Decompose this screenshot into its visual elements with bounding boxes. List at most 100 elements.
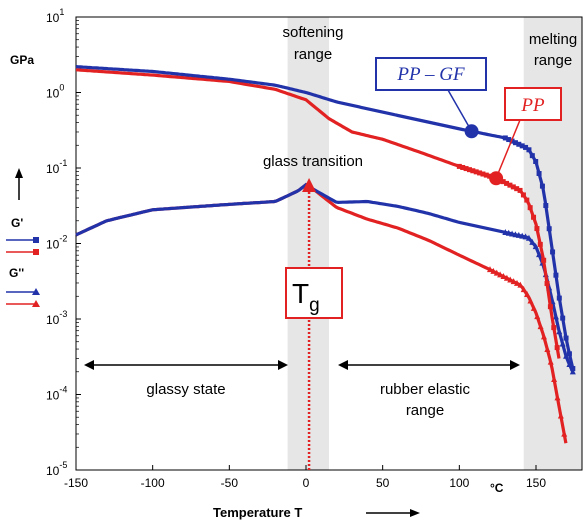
data-point [519,143,525,149]
x-tick-label: 0 [303,476,310,490]
y-tick-label: 10-4 [46,385,67,403]
legend-loss-gf-triangle [32,288,40,295]
x-tick-label: -100 [141,476,165,490]
series-loss-pp-gf [75,182,576,375]
series-line [75,65,575,369]
data-point [525,234,532,241]
data-point [547,358,554,365]
data-point [537,323,544,330]
data-point [559,340,566,347]
y-tick-label: 100 [46,83,64,101]
data-point [561,430,568,437]
data-point [502,135,508,141]
data-point [556,295,562,301]
data-point [563,352,570,359]
tg-arrowhead [302,178,317,192]
data-point [524,291,531,298]
pp-gf-leader-line [447,89,473,132]
data-point [483,172,489,178]
data-point [543,203,549,209]
legend-storage-pp-square [33,249,39,255]
y-unit-label: GPa [10,53,34,67]
data-point [524,197,530,203]
data-point [547,304,553,310]
data-point [480,171,486,177]
data-point [503,274,510,281]
x-axis-ticks: -150 -100 -50 0 50 100 150 [64,465,546,490]
data-point [520,286,527,293]
data-point [520,192,526,198]
legend-loss-label: G'' [9,266,24,280]
data-point [544,280,550,286]
y-axis-ticks: 101 100 10-1 10-2 10-3 10-4 10-5 [46,7,81,478]
data-point [557,412,564,419]
data-point [570,366,576,372]
data-point [554,394,561,401]
pp-gf-label: PP – GF [396,64,465,85]
data-point [529,153,535,159]
data-point [522,233,529,240]
x-tick-label: 100 [449,476,469,490]
data-point [477,170,483,176]
rubber-label-line2: range [406,402,444,419]
data-point [500,273,507,280]
data-point [539,183,545,189]
data-point [537,241,543,247]
data-point [560,315,566,321]
data-point [507,182,513,188]
data-point [536,251,543,258]
y-axis-arrow-head [15,168,23,178]
tg-label-main: T [292,278,309,309]
tg-label: Tg [292,278,320,316]
legend-loss-pp-triangle [32,300,40,307]
data-point [551,375,558,382]
data-point [473,169,479,175]
data-point [541,257,547,263]
glassy-state-label: glassy state [146,381,225,398]
data-point [517,187,523,193]
data-point [527,205,533,211]
data-point [514,186,520,192]
x-tick-label: -50 [221,476,239,490]
data-point [510,278,517,285]
x-axis-arrow-head [410,509,420,517]
y-tick-label: 10-3 [46,309,67,327]
x-tick-label: -150 [64,476,88,490]
tg-label-sub: g [309,295,320,316]
data-point [530,304,537,311]
data-point [550,249,556,255]
data-point [536,171,542,177]
data-point [463,166,469,172]
x-tick-label: 150 [526,476,546,490]
data-point [553,272,559,278]
data-point [466,167,472,173]
data-point [554,345,560,351]
data-point [504,180,510,186]
glass-transition-label: glass transition [263,153,363,170]
data-point [563,335,569,341]
softening-label-line2: range [294,46,332,63]
melting-label-line2: range [534,52,572,69]
data-point [540,333,547,340]
data-point [552,313,559,320]
legend-storage-gf-square [33,237,39,243]
data-point [516,141,522,147]
data-point [493,269,500,276]
y-tick-label: 10-2 [46,234,67,252]
tg-label-box [285,267,343,319]
data-point [527,297,534,304]
pp-label-box [504,87,562,121]
data-point [460,164,466,170]
data-point [510,184,516,190]
data-point [546,226,552,232]
data-point [529,238,536,245]
y-tick-label: 10-1 [46,158,67,176]
glassy-state-arrow-right [278,360,288,370]
rubber-label-line1: rubber elastic [380,381,471,398]
data-point [523,144,529,150]
glassy-state-arrow-left [84,360,94,370]
data-point [551,325,557,331]
pp-gf-label-box [375,57,487,91]
data-point [534,313,541,320]
